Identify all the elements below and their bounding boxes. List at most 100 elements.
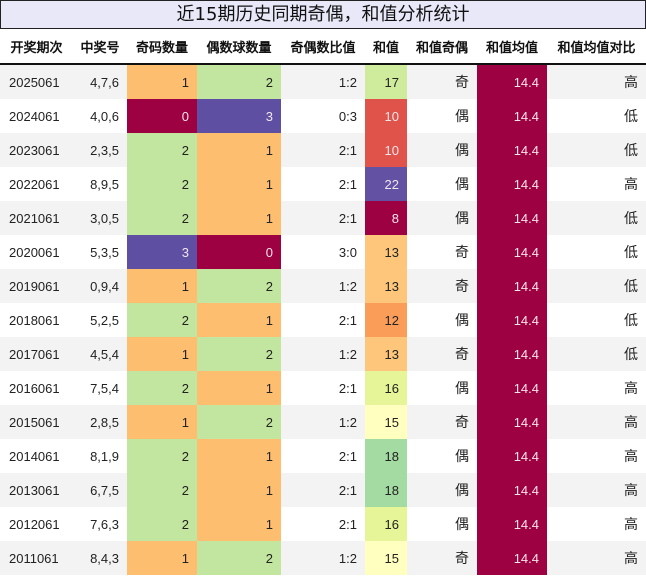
sum-compare-cell: 低 <box>547 269 646 303</box>
period-cell: 2015061 <box>0 405 73 439</box>
sum-parity-cell: 奇 <box>407 541 477 575</box>
sum-parity-cell: 奇 <box>407 269 477 303</box>
even-count-cell: 1 <box>197 371 281 405</box>
numbers-cell: 4,0,6 <box>73 99 127 133</box>
sum-mean-cell: 14.4 <box>477 201 547 235</box>
header-period: 开奖期次 <box>0 29 73 65</box>
sum-compare-cell: 高 <box>547 405 646 439</box>
numbers-cell: 3,0,5 <box>73 201 127 235</box>
sum-parity-cell: 偶 <box>407 439 477 473</box>
even-count-cell: 3 <box>197 99 281 133</box>
sum-cell: 13 <box>365 235 407 269</box>
sum-parity-cell: 奇 <box>407 337 477 371</box>
period-cell: 2022061 <box>0 167 73 201</box>
period-cell: 2021061 <box>0 201 73 235</box>
table-row: 2025061 4,7,6 1 2 1:2 17 奇 14.4 高 <box>0 64 646 99</box>
ratio-cell: 2:1 <box>281 473 365 507</box>
numbers-cell: 2,8,5 <box>73 405 127 439</box>
table-row: 2023061 2,3,5 2 1 2:1 10 偶 14.4 低 <box>0 133 646 167</box>
sum-parity-cell: 偶 <box>407 133 477 167</box>
numbers-cell: 8,1,9 <box>73 439 127 473</box>
ratio-cell: 2:1 <box>281 371 365 405</box>
period-cell: 2014061 <box>0 439 73 473</box>
ratio-cell: 0:3 <box>281 99 365 133</box>
ratio-cell: 2:1 <box>281 167 365 201</box>
period-cell: 2020061 <box>0 235 73 269</box>
table-title: 近15期历史同期奇偶，和值分析统计 <box>0 0 646 29</box>
sum-compare-cell: 高 <box>547 167 646 201</box>
sum-cell: 18 <box>365 473 407 507</box>
ratio-cell: 2:1 <box>281 439 365 473</box>
period-cell: 2024061 <box>0 99 73 133</box>
table-row: 2014061 8,1,9 2 1 2:1 18 偶 14.4 高 <box>0 439 646 473</box>
sum-compare-cell: 高 <box>547 473 646 507</box>
odd-count-cell: 1 <box>127 405 197 439</box>
sum-cell: 13 <box>365 337 407 371</box>
table-row: 2017061 4,5,4 1 2 1:2 13 奇 14.4 低 <box>0 337 646 371</box>
sum-mean-cell: 14.4 <box>477 167 547 201</box>
header-ratio: 奇偶数比值 <box>281 29 365 65</box>
numbers-cell: 8,9,5 <box>73 167 127 201</box>
odd-count-cell: 2 <box>127 303 197 337</box>
period-cell: 2012061 <box>0 507 73 541</box>
ratio-cell: 1:2 <box>281 541 365 575</box>
sum-mean-cell: 14.4 <box>477 507 547 541</box>
period-cell: 2016061 <box>0 371 73 405</box>
sum-mean-cell: 14.4 <box>477 337 547 371</box>
sum-parity-cell: 奇 <box>407 235 477 269</box>
sum-mean-cell: 14.4 <box>477 405 547 439</box>
odd-count-cell: 1 <box>127 64 197 99</box>
sum-cell: 17 <box>365 64 407 99</box>
sum-compare-cell: 高 <box>547 507 646 541</box>
even-count-cell: 2 <box>197 269 281 303</box>
numbers-cell: 4,7,6 <box>73 64 127 99</box>
numbers-cell: 2,3,5 <box>73 133 127 167</box>
table-row: 2011061 8,4,3 1 2 1:2 15 奇 14.4 高 <box>0 541 646 575</box>
sum-parity-cell: 偶 <box>407 507 477 541</box>
sum-cell: 16 <box>365 371 407 405</box>
sum-parity-cell: 奇 <box>407 64 477 99</box>
numbers-cell: 4,5,4 <box>73 337 127 371</box>
header-sum-compare: 和值均值对比 <box>547 29 646 65</box>
odd-count-cell: 1 <box>127 337 197 371</box>
even-count-cell: 1 <box>197 507 281 541</box>
header-sum-parity: 和值奇偶 <box>407 29 477 65</box>
sum-cell: 22 <box>365 167 407 201</box>
ratio-cell: 3:0 <box>281 235 365 269</box>
sum-parity-cell: 偶 <box>407 473 477 507</box>
table-row: 2013061 6,7,5 2 1 2:1 18 偶 14.4 高 <box>0 473 646 507</box>
even-count-cell: 2 <box>197 541 281 575</box>
odd-count-cell: 2 <box>127 371 197 405</box>
even-count-cell: 1 <box>197 167 281 201</box>
sum-mean-cell: 14.4 <box>477 473 547 507</box>
numbers-cell: 7,5,4 <box>73 371 127 405</box>
odd-count-cell: 2 <box>127 473 197 507</box>
numbers-cell: 5,2,5 <box>73 303 127 337</box>
numbers-cell: 6,7,5 <box>73 473 127 507</box>
ratio-cell: 1:2 <box>281 405 365 439</box>
sum-cell: 16 <box>365 507 407 541</box>
odd-count-cell: 1 <box>127 269 197 303</box>
even-count-cell: 1 <box>197 133 281 167</box>
sum-parity-cell: 偶 <box>407 201 477 235</box>
period-cell: 2013061 <box>0 473 73 507</box>
sum-mean-cell: 14.4 <box>477 371 547 405</box>
table-row: 2020061 5,3,5 3 0 3:0 13 奇 14.4 低 <box>0 235 646 269</box>
sum-compare-cell: 低 <box>547 337 646 371</box>
sum-parity-cell: 偶 <box>407 167 477 201</box>
ratio-cell: 1:2 <box>281 64 365 99</box>
table-row: 2015061 2,8,5 1 2 1:2 15 奇 14.4 高 <box>0 405 646 439</box>
numbers-cell: 5,3,5 <box>73 235 127 269</box>
table-row: 2019061 0,9,4 1 2 1:2 13 奇 14.4 低 <box>0 269 646 303</box>
ratio-cell: 2:1 <box>281 201 365 235</box>
ratio-cell: 2:1 <box>281 133 365 167</box>
odd-count-cell: 2 <box>127 133 197 167</box>
sum-cell: 8 <box>365 201 407 235</box>
sum-parity-cell: 偶 <box>407 303 477 337</box>
sum-compare-cell: 高 <box>547 439 646 473</box>
table-row: 2022061 8,9,5 2 1 2:1 22 偶 14.4 高 <box>0 167 646 201</box>
header-even-count: 偶数球数量 <box>197 29 281 65</box>
period-cell: 2025061 <box>0 64 73 99</box>
even-count-cell: 0 <box>197 235 281 269</box>
sum-parity-cell: 偶 <box>407 99 477 133</box>
